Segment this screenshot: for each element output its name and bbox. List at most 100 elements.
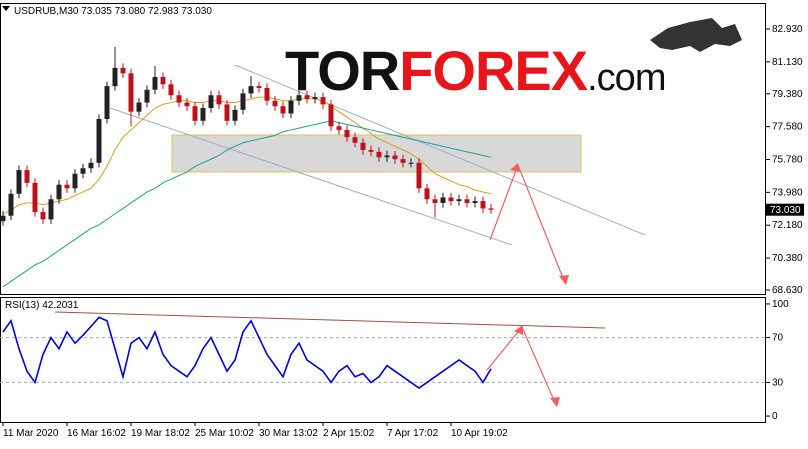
candle-body	[440, 197, 446, 203]
candle-body	[136, 102, 142, 112]
candle-body	[168, 84, 174, 96]
candle-body	[280, 106, 286, 114]
candle-body	[232, 109, 238, 121]
candle-body	[416, 162, 422, 189]
y-tick-label: 30	[772, 377, 784, 388]
y-tick-label: 79.380	[772, 89, 803, 100]
channel-line	[109, 107, 513, 246]
candle-body	[392, 155, 398, 160]
arrow-head	[514, 325, 523, 335]
rsi-line	[2, 316, 492, 390]
price-marker-label: 73.030	[770, 205, 801, 216]
candle-body	[16, 170, 22, 194]
candle-body	[328, 104, 334, 127]
chart-title: USDRUB,M30 73.035 73.080 72.983 73.030	[14, 6, 212, 17]
arrow-head	[559, 275, 569, 285]
logo-part: TOR	[285, 39, 400, 102]
candle-body	[48, 199, 54, 220]
moving-average	[2, 120, 492, 288]
candle-body	[112, 67, 118, 87]
x-tick-label: 10 Apr 19:02	[451, 428, 508, 439]
y-tick-label: 73.980	[772, 187, 803, 198]
candle-body	[0, 215, 6, 222]
y-tick-label: 100	[772, 299, 789, 310]
y-tick-label: 75.780	[772, 154, 803, 165]
logo-part: FOREX	[399, 39, 588, 102]
price-marker	[766, 203, 804, 216]
candle-body	[264, 87, 270, 101]
symbol-arrow	[2, 6, 10, 11]
arrow-head	[550, 397, 560, 407]
logo-bull	[650, 18, 742, 52]
y-tick-label: 70.380	[772, 253, 803, 264]
x-tick-label: 19 Mar 18:02	[131, 428, 190, 439]
candle-body	[72, 173, 78, 189]
candle-body	[376, 151, 382, 158]
candle-body	[224, 104, 230, 121]
candle-body	[288, 100, 294, 114]
candle-body	[360, 142, 366, 151]
logo: TORFOREX.com	[285, 39, 665, 102]
candle-body	[96, 118, 102, 163]
rsi-trend-line	[54, 311, 606, 329]
candle-body	[8, 193, 14, 216]
channel-line	[234, 64, 646, 236]
x-tick-label: 30 Mar 13:02	[259, 428, 318, 439]
y-tick-label: 82.930	[772, 24, 803, 35]
candle-body	[176, 95, 182, 103]
candle-body	[472, 201, 478, 203]
y-tick-label: 77.580	[772, 122, 803, 133]
candle-body	[368, 150, 374, 152]
candle-body	[200, 108, 206, 121]
x-tick-label: 16 Mar 16:02	[67, 428, 126, 439]
x-tick-label: 2 Apr 15:02	[323, 428, 375, 439]
x-tick-label: 25 Mar 10:02	[195, 428, 254, 439]
candle-body	[448, 197, 454, 202]
candle-body	[384, 155, 390, 158]
moving-average	[2, 96, 492, 215]
plot: 68.630 70.380 72.180 73.980 75.780 77.580 79.3…	[0, 24, 804, 439]
candle-body	[192, 106, 198, 121]
candle-body	[144, 89, 150, 103]
candle-body	[312, 97, 318, 99]
x-tick-label: 7 Apr 17:02	[387, 428, 439, 439]
candle-body	[56, 184, 62, 200]
candle-body	[344, 129, 350, 138]
candle-body	[408, 162, 414, 164]
candle-body	[424, 188, 430, 200]
y-tick-label: 0	[772, 411, 778, 422]
candle-body	[120, 67, 126, 74]
x-tick-label: 11 Mar 2020	[3, 428, 59, 439]
y-tick-label: 81.130	[772, 57, 803, 68]
candle-body	[88, 162, 94, 169]
candle-body	[80, 168, 86, 174]
y-tick-label: 70	[772, 333, 784, 344]
candle-body	[432, 199, 438, 203]
candle-body	[464, 199, 470, 203]
candle-body	[40, 212, 46, 220]
y-tick-label: 68.630	[772, 285, 803, 296]
candle-body	[336, 126, 342, 130]
candle-body	[296, 95, 302, 101]
candle-body	[480, 201, 486, 209]
candle-body	[456, 199, 462, 202]
price-panel	[0, 3, 766, 295]
candle-body	[104, 86, 110, 119]
candle-body	[208, 95, 214, 109]
candle-body	[400, 159, 406, 163]
arrow-head	[510, 163, 520, 172]
y-tick-label: 72.180	[772, 220, 803, 231]
candle-body	[320, 97, 326, 105]
candle-body	[32, 182, 38, 213]
rsi-title: RSI(13) 42.2031	[5, 300, 79, 311]
candle-body	[240, 93, 246, 110]
rsi-panel	[0, 297, 766, 423]
candle-body	[128, 73, 134, 112]
candle-body	[24, 170, 30, 183]
candle-body	[304, 95, 310, 99]
candle-body	[160, 77, 166, 85]
candle-body	[256, 86, 262, 88]
candle-body	[248, 86, 254, 94]
